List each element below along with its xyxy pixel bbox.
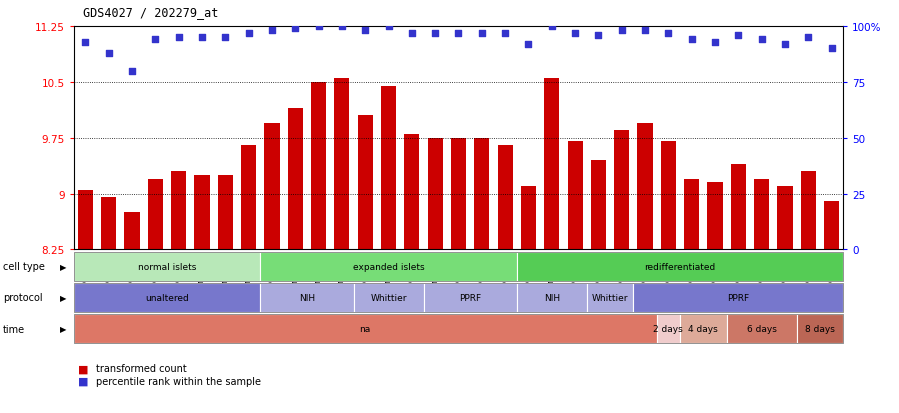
Text: 6 days: 6 days (747, 324, 777, 333)
Text: ■: ■ (78, 363, 89, 373)
Bar (824, 202, 839, 250)
Bar (264, 123, 280, 250)
Text: transformed count: transformed count (96, 363, 187, 373)
Text: NIH: NIH (298, 293, 315, 302)
Point (288, 26, 302, 32)
Text: 4 days: 4 days (689, 324, 718, 333)
Point (125, 68, 139, 75)
Point (218, 35, 233, 41)
Bar (334, 79, 350, 250)
Point (498, 30, 512, 37)
Bar (801, 172, 816, 250)
Text: PPRF: PPRF (727, 293, 750, 302)
Bar (241, 146, 256, 250)
Text: normal islets: normal islets (138, 262, 196, 271)
Point (824, 46, 839, 52)
Point (475, 30, 489, 37)
Point (78, 39, 93, 46)
Bar (591, 161, 606, 250)
Point (684, 37, 699, 43)
Bar (544, 79, 559, 250)
Bar (637, 123, 653, 250)
Bar (288, 109, 303, 250)
Point (778, 41, 792, 48)
Point (334, 24, 349, 30)
Bar (684, 179, 699, 250)
Bar (101, 198, 116, 250)
Bar (731, 164, 746, 250)
Text: cell type: cell type (3, 262, 45, 272)
Bar (661, 142, 676, 250)
Bar (614, 131, 629, 250)
Bar (218, 176, 233, 250)
Bar (778, 187, 793, 250)
Point (754, 37, 769, 43)
Bar (358, 116, 373, 250)
Point (801, 35, 815, 41)
Bar (405, 135, 420, 250)
Bar (521, 187, 536, 250)
Point (708, 39, 722, 46)
Point (592, 33, 606, 39)
Bar (124, 213, 139, 250)
Text: 2 days: 2 days (654, 324, 683, 333)
Text: protocol: protocol (3, 293, 42, 303)
Point (172, 35, 186, 41)
Bar (567, 142, 583, 250)
Bar (428, 138, 442, 250)
Point (381, 24, 396, 30)
Point (102, 50, 116, 57)
Point (405, 30, 419, 37)
Text: redifferentiated: redifferentiated (645, 262, 716, 271)
Bar (708, 183, 723, 250)
Text: NIH: NIH (544, 293, 560, 302)
Text: ▶: ▶ (59, 324, 67, 333)
Text: 8 days: 8 days (805, 324, 835, 333)
Point (428, 30, 442, 37)
Point (521, 41, 536, 48)
Point (311, 24, 325, 30)
Bar (311, 83, 326, 250)
Text: percentile rank within the sample: percentile rank within the sample (96, 376, 262, 386)
Point (148, 37, 163, 43)
Bar (475, 138, 489, 250)
Text: na: na (360, 324, 370, 333)
Point (731, 33, 745, 39)
Text: time: time (3, 324, 25, 334)
Bar (754, 179, 770, 250)
Text: unaltered: unaltered (145, 293, 189, 302)
Text: GDS4027 / 202279_at: GDS4027 / 202279_at (83, 6, 218, 19)
Point (638, 28, 653, 35)
Text: PPRF: PPRF (459, 293, 481, 302)
Point (242, 30, 256, 37)
Text: Whittier: Whittier (370, 293, 406, 302)
Text: ▶: ▶ (59, 293, 67, 302)
Point (661, 30, 675, 37)
Text: expanded islets: expanded islets (352, 262, 424, 271)
Point (451, 30, 466, 37)
Bar (171, 172, 186, 250)
Point (568, 30, 583, 37)
Text: ▶: ▶ (59, 262, 67, 271)
Point (195, 35, 209, 41)
Text: ■: ■ (78, 376, 89, 386)
Point (358, 28, 372, 35)
Bar (78, 190, 93, 250)
Bar (194, 176, 209, 250)
Text: Whittier: Whittier (592, 293, 628, 302)
Point (264, 28, 279, 35)
Bar (147, 179, 163, 250)
Point (545, 24, 559, 30)
Bar (497, 146, 512, 250)
Point (615, 28, 629, 35)
Bar (451, 138, 466, 250)
Bar (381, 86, 396, 250)
